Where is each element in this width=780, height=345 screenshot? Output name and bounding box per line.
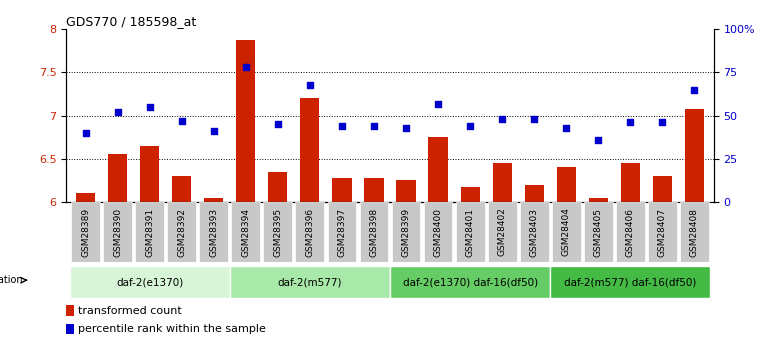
Text: percentile rank within the sample: percentile rank within the sample [78, 324, 265, 334]
FancyBboxPatch shape [296, 202, 324, 262]
Text: GSM28394: GSM28394 [241, 207, 250, 257]
FancyBboxPatch shape [167, 202, 196, 262]
Text: genotype/variation: genotype/variation [0, 275, 23, 285]
Point [239, 65, 252, 70]
Bar [66, 306, 74, 316]
FancyBboxPatch shape [69, 266, 230, 298]
FancyBboxPatch shape [519, 202, 548, 262]
Text: GSM28392: GSM28392 [177, 207, 186, 257]
Text: GSM28389: GSM28389 [81, 207, 90, 257]
Bar [332, 178, 352, 202]
Text: GSM28399: GSM28399 [402, 207, 410, 257]
FancyBboxPatch shape [456, 202, 484, 262]
Point [688, 87, 700, 92]
Point [656, 120, 668, 125]
FancyBboxPatch shape [232, 202, 261, 262]
Point [367, 123, 380, 129]
Text: GDS770 / 185598_at: GDS770 / 185598_at [66, 15, 197, 28]
Text: GSM28401: GSM28401 [466, 207, 474, 257]
Bar [460, 187, 480, 202]
Text: GSM28393: GSM28393 [209, 207, 218, 257]
FancyBboxPatch shape [71, 202, 100, 262]
Text: GSM28398: GSM28398 [370, 207, 378, 257]
Point [271, 121, 284, 127]
Bar [66, 324, 74, 335]
Bar [396, 180, 416, 202]
Bar [204, 198, 223, 202]
Point [112, 109, 124, 115]
Text: GSM28404: GSM28404 [562, 208, 571, 256]
Text: daf-2(m577): daf-2(m577) [278, 277, 342, 287]
Text: GSM28407: GSM28407 [658, 207, 667, 257]
Text: GSM28391: GSM28391 [145, 207, 154, 257]
FancyBboxPatch shape [680, 202, 709, 262]
FancyBboxPatch shape [328, 202, 356, 262]
Text: daf-2(m577) daf-16(df50): daf-2(m577) daf-16(df50) [564, 277, 697, 287]
FancyBboxPatch shape [552, 202, 580, 262]
Text: GSM28408: GSM28408 [690, 207, 699, 257]
Point [144, 104, 156, 110]
Text: GSM28396: GSM28396 [306, 207, 314, 257]
FancyBboxPatch shape [200, 202, 229, 262]
Bar [364, 178, 384, 202]
Text: GSM28403: GSM28403 [530, 207, 539, 257]
FancyBboxPatch shape [616, 202, 645, 262]
Point [528, 116, 541, 122]
Point [624, 120, 636, 125]
Point [592, 137, 604, 142]
Bar [492, 163, 512, 202]
Point [432, 101, 445, 106]
Bar [300, 98, 320, 202]
Bar [172, 176, 191, 202]
Bar [236, 40, 255, 202]
FancyBboxPatch shape [550, 266, 711, 298]
Point [464, 123, 477, 129]
Bar [621, 163, 640, 202]
Text: GSM28390: GSM28390 [113, 207, 122, 257]
Point [207, 128, 220, 134]
FancyBboxPatch shape [584, 202, 613, 262]
FancyBboxPatch shape [392, 202, 420, 262]
Bar [140, 146, 159, 202]
Point [303, 82, 316, 87]
FancyBboxPatch shape [230, 266, 390, 298]
Bar [525, 185, 544, 202]
Point [400, 125, 413, 130]
FancyBboxPatch shape [424, 202, 452, 262]
Text: daf-2(e1370): daf-2(e1370) [116, 277, 183, 287]
Point [335, 123, 348, 129]
FancyBboxPatch shape [264, 202, 292, 262]
Text: transformed count: transformed count [78, 306, 182, 316]
FancyBboxPatch shape [360, 202, 388, 262]
Bar [108, 155, 127, 202]
Text: daf-2(e1370) daf-16(df50): daf-2(e1370) daf-16(df50) [402, 277, 537, 287]
Bar [557, 167, 576, 202]
Point [176, 118, 188, 124]
Bar [268, 172, 288, 202]
FancyBboxPatch shape [648, 202, 677, 262]
FancyBboxPatch shape [103, 202, 132, 262]
Bar [589, 198, 608, 202]
Point [560, 125, 573, 130]
Text: GSM28397: GSM28397 [338, 207, 346, 257]
FancyBboxPatch shape [488, 202, 516, 262]
Bar [653, 176, 672, 202]
Text: GSM28405: GSM28405 [594, 207, 603, 257]
Bar [76, 193, 95, 202]
Text: GSM28406: GSM28406 [626, 207, 635, 257]
Point [496, 116, 509, 122]
Text: GSM28395: GSM28395 [273, 207, 282, 257]
Point [80, 130, 92, 136]
Text: GSM28402: GSM28402 [498, 208, 507, 256]
Text: GSM28400: GSM28400 [434, 207, 442, 257]
Bar [685, 109, 704, 202]
FancyBboxPatch shape [390, 266, 550, 298]
FancyBboxPatch shape [135, 202, 164, 262]
Bar [428, 137, 448, 202]
